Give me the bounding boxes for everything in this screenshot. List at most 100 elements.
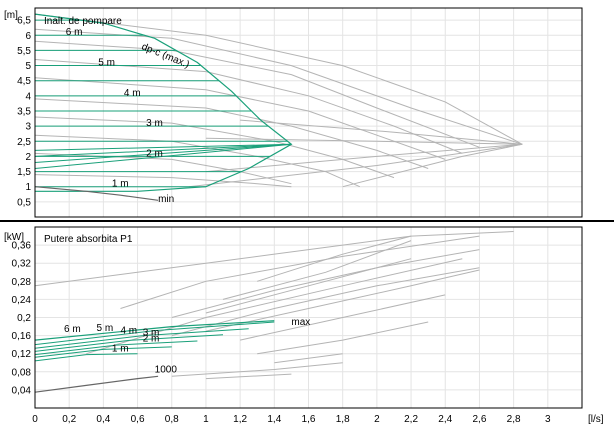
head-plot-frame [34, 7, 583, 218]
power-min-curve [34, 375, 159, 393]
head-ylabel: [m] [4, 10, 18, 21]
power-series-label: 5 m [97, 323, 114, 334]
power-curve-active [34, 328, 249, 349]
power-curve-inactive [171, 267, 480, 337]
head-curve-active [34, 143, 292, 163]
xtick-label: 2 [374, 414, 380, 425]
head-curve-inactive [34, 98, 429, 169]
xtick-label: 0 [32, 414, 38, 425]
power-ytick-label: 0,16 [12, 331, 32, 342]
power-curve-inactive [274, 353, 343, 364]
head-ytick-label: 4,5 [17, 76, 31, 87]
power-curve-inactive [205, 373, 292, 380]
power-plot-frame [34, 226, 583, 409]
power-series-label: 1 m [112, 343, 129, 354]
head-ytick-label: 6,5 [17, 16, 31, 27]
power-ytick-label: 0,08 [12, 367, 32, 378]
power-curve-active [34, 334, 224, 352]
power-curve-inactive [171, 249, 480, 318]
power-curve-inactive [239, 294, 446, 341]
head-max-curve [34, 13, 293, 192]
axes [0, 7, 614, 409]
head-series-label: 6 m [66, 27, 83, 38]
power-curve-inactive [205, 269, 480, 332]
power-curve-active [34, 346, 172, 358]
head-series-label: 5 m [98, 58, 115, 69]
power-ytick-label: 0,28 [12, 277, 32, 288]
power-curve-active [34, 340, 198, 356]
power-max-label: max [291, 317, 310, 328]
power-series-label: 6 m [64, 324, 81, 335]
head-series-label: 3 m [146, 118, 163, 129]
power-series-label: 2 m [143, 333, 160, 344]
head-chart-grid [34, 8, 582, 217]
head-curve-inactive [342, 143, 523, 188]
power-chart-curves [34, 231, 514, 393]
xtick-label: 0,2 [62, 414, 76, 425]
head-chart-title: Inalt. de pompare [44, 16, 122, 27]
head-ytick-label: 3,5 [17, 106, 31, 117]
power-curve-inactive [34, 231, 514, 287]
head-curve-inactive [205, 143, 523, 173]
power-curve-inactive [205, 258, 412, 314]
power-ytick-label: 0,32 [12, 259, 32, 270]
power-curve-active [34, 353, 138, 362]
head-series-label: 2 m [146, 148, 163, 159]
head-min-curve [34, 186, 159, 201]
power-ytick-label: 0,12 [12, 349, 32, 360]
head-ytick-label: 2 [25, 152, 31, 163]
xtick-label: 3 [545, 414, 551, 425]
power-curve-inactive [171, 362, 343, 377]
head-chart-curves [34, 13, 523, 201]
head-curve-active [34, 143, 292, 151]
xlabel: [l/s] [588, 414, 604, 425]
xtick-label: 0,6 [131, 414, 145, 425]
power-curve-inactive [120, 235, 480, 309]
power-min-label: 1000 [155, 365, 178, 376]
head-curve-inactive [34, 174, 292, 188]
head-curve-inactive [205, 137, 523, 145]
head-ytick-label: 0,5 [17, 197, 31, 208]
xtick-label: 2,8 [507, 414, 521, 425]
power-ytick-label: 0,2 [17, 313, 31, 324]
head-ytick-label: 5,5 [17, 46, 31, 57]
power-max-curve [34, 320, 275, 341]
head-curve-inactive [240, 119, 523, 145]
xtick-label: 1,8 [336, 414, 350, 425]
head-ytick-label: 1,5 [17, 167, 31, 178]
head-ytick-label: 2,5 [17, 137, 31, 148]
head-curve-inactive [34, 13, 523, 145]
power-series-label: 3 m [143, 328, 160, 339]
power-ytick-label: 0,24 [12, 295, 32, 306]
xtick-label: 0,8 [165, 414, 179, 425]
power-chart-title: Putere absorbita P1 [44, 234, 133, 245]
head-ytick-label: 3 [25, 122, 31, 133]
xtick-label: 1,2 [233, 414, 247, 425]
xtick-label: 0,4 [96, 414, 110, 425]
xtick-label: 1,6 [302, 414, 316, 425]
xtick-label: 2,4 [438, 414, 452, 425]
head-curve-active [34, 143, 292, 157]
head-ytick-label: 5 [25, 61, 31, 72]
head-curve-inactive [34, 77, 446, 160]
xtick-label: 2,6 [472, 414, 486, 425]
power-chart-grid [34, 227, 582, 408]
power-curve-inactive [257, 321, 429, 355]
power-ylabel: [kW] [4, 232, 24, 243]
head-curve-active [34, 143, 292, 170]
min-curve-label: min [158, 194, 174, 205]
power-ytick-label: 0,04 [12, 385, 32, 396]
xtick-label: 2,2 [404, 414, 418, 425]
xtick-label: 1 [203, 414, 209, 425]
power-ytick-label: 0,36 [12, 241, 32, 252]
head-series-label: 4 m [124, 88, 141, 99]
head-curve-inactive [34, 40, 480, 148]
head-curve-inactive [188, 143, 523, 188]
power-curve-inactive [257, 235, 412, 282]
power-curve-active [34, 321, 275, 346]
head-series-label: 1 m [112, 179, 129, 190]
head-ytick-label: 6 [25, 31, 31, 42]
head-ytick-label: 1 [25, 182, 31, 193]
head-ytick-label: 4 [25, 91, 31, 102]
